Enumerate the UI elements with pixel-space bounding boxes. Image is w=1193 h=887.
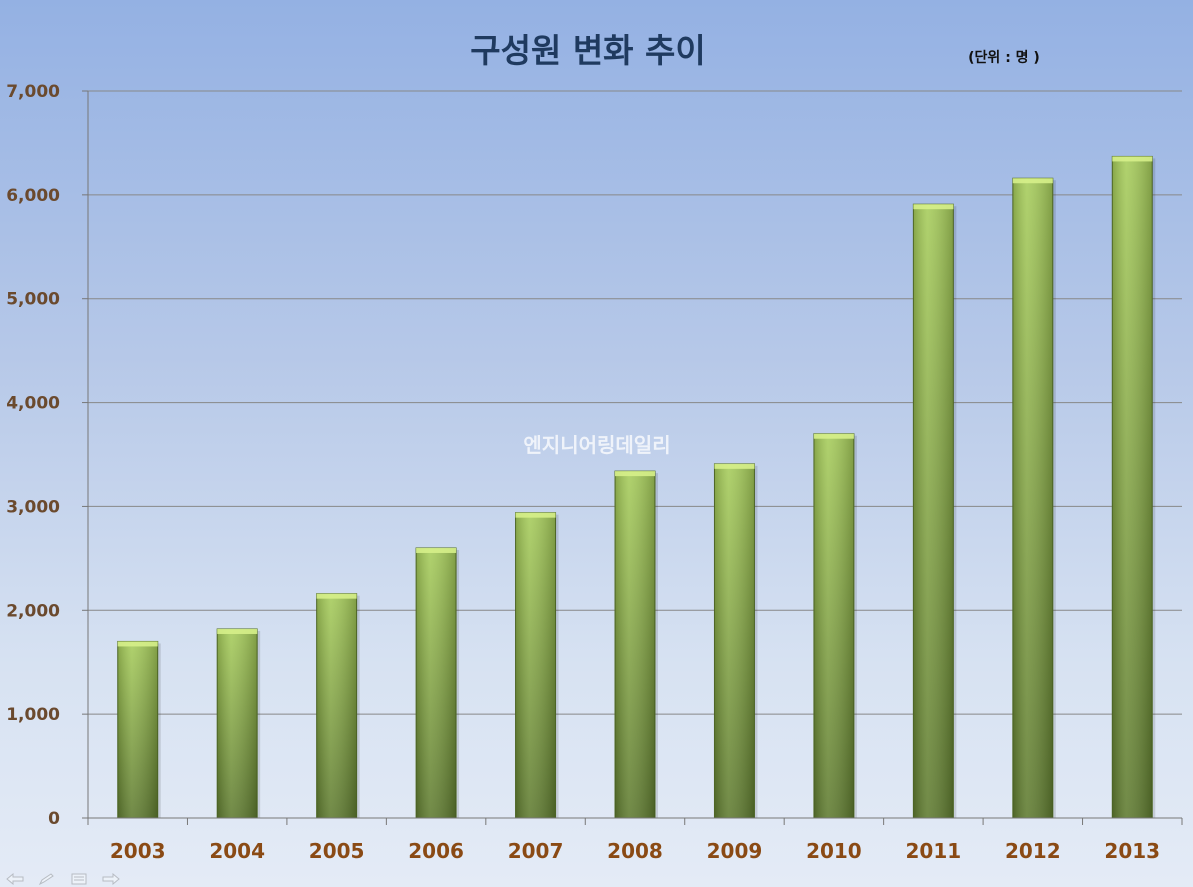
y-tick-label: 3,000	[6, 497, 60, 517]
bar	[912, 203, 957, 819]
x-tick-label: 2007	[508, 839, 564, 863]
slideshow-nav	[6, 873, 120, 885]
x-tick-label: 2008	[607, 839, 663, 863]
x-tick-label: 2009	[707, 839, 763, 863]
x-tick-label: 2003	[110, 839, 166, 863]
bar	[614, 470, 658, 819]
bars	[117, 155, 1156, 819]
bar	[316, 593, 360, 819]
axes	[82, 90, 1183, 825]
y-tick-label: 1,000	[6, 705, 60, 725]
x-tick-label: 2010	[806, 839, 862, 863]
bar	[415, 547, 460, 819]
chart-title: 구성원 변화 추이	[470, 31, 706, 70]
x-tick-labels: 2003 2004 2005 2006 2007 2008 2009 2010 2011 2012…	[110, 839, 1160, 863]
x-tick-label: 2013	[1104, 839, 1160, 863]
bar	[117, 640, 161, 819]
y-tick-label: 5,000	[6, 290, 60, 310]
y-tick-label: 0	[48, 809, 60, 829]
y-tick-label: 6,000	[6, 186, 60, 206]
x-tick-label: 2012	[1005, 839, 1061, 863]
y-tick-labels: 0 1,000 2,000 3,000 4,000 5,000 6,000 7,000	[6, 82, 60, 829]
bar	[713, 463, 758, 819]
unit-note: (단위 : 명 )	[968, 49, 1040, 66]
pen-icon[interactable]	[38, 873, 56, 885]
back-arrow-icon[interactable]	[6, 873, 24, 885]
x-tick-label: 2006	[408, 839, 464, 863]
bar	[1111, 155, 1156, 819]
x-tick-label: 2004	[209, 839, 265, 863]
bar	[1012, 177, 1056, 819]
watermark-text: 엔지니어링데일리	[523, 433, 670, 457]
bar	[813, 433, 857, 819]
menu-icon[interactable]	[70, 873, 88, 885]
bar	[515, 512, 559, 819]
bar	[216, 628, 261, 819]
y-tick-label: 2,000	[6, 601, 60, 621]
y-tick-label: 4,000	[6, 394, 60, 414]
x-tick-label: 2005	[309, 839, 365, 863]
forward-arrow-icon[interactable]	[102, 873, 120, 885]
x-tick-label: 2011	[906, 839, 962, 863]
y-tick-label: 7,000	[6, 82, 60, 102]
